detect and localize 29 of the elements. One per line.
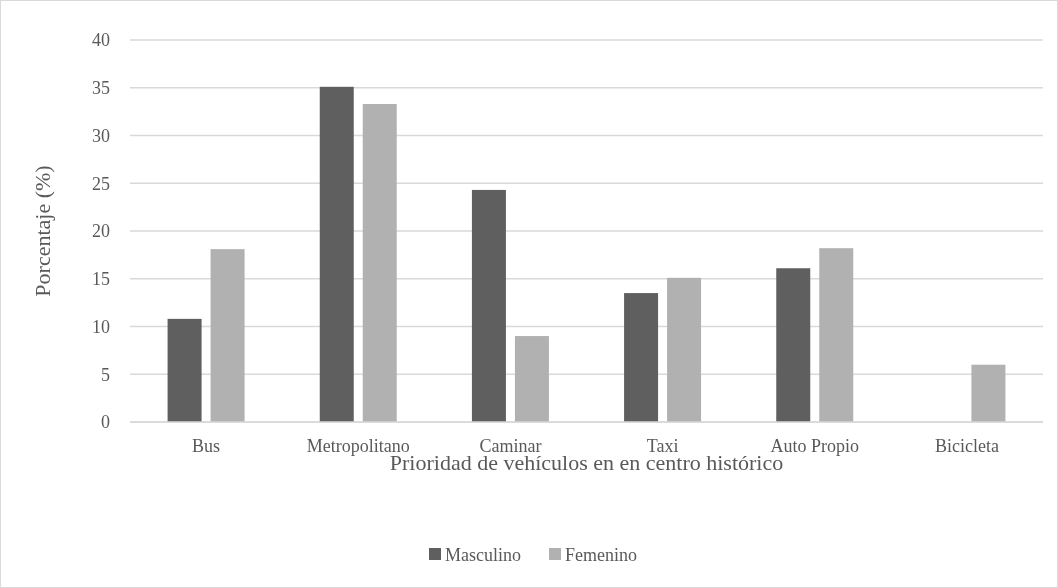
legend-label: Femenino xyxy=(565,545,637,566)
x-tick-label: Bus xyxy=(192,436,221,456)
y-axis-title: Porcentaje (%) xyxy=(30,165,55,297)
x-tick-label: Bicicleta xyxy=(934,436,999,456)
bar xyxy=(210,249,245,422)
y-tick-label: 40 xyxy=(92,30,110,51)
bar xyxy=(819,248,854,422)
bar xyxy=(167,318,202,422)
y-tick-label: 35 xyxy=(92,78,110,99)
y-tick-label: 0 xyxy=(101,412,110,433)
y-tick-label: 10 xyxy=(92,316,110,337)
x-tick-label: Auto Propio xyxy=(770,436,860,456)
legend-label: Masculino xyxy=(445,545,521,566)
y-tick-label: 25 xyxy=(92,173,110,194)
bar xyxy=(514,336,549,422)
bar xyxy=(667,277,702,422)
bar xyxy=(362,103,397,422)
y-tick-label: 20 xyxy=(92,221,110,242)
bar xyxy=(624,293,659,422)
bar xyxy=(319,86,354,422)
bar xyxy=(776,268,811,422)
y-tick-label: 5 xyxy=(101,364,110,385)
y-tick-label: 15 xyxy=(92,269,110,290)
x-tick-label: Taxi xyxy=(646,436,679,456)
bar xyxy=(471,189,506,422)
x-tick-label: Metropolitano xyxy=(306,436,410,456)
y-tick-label: 30 xyxy=(92,125,110,146)
bar xyxy=(971,364,1006,422)
x-tick-label: Caminar xyxy=(479,436,542,456)
